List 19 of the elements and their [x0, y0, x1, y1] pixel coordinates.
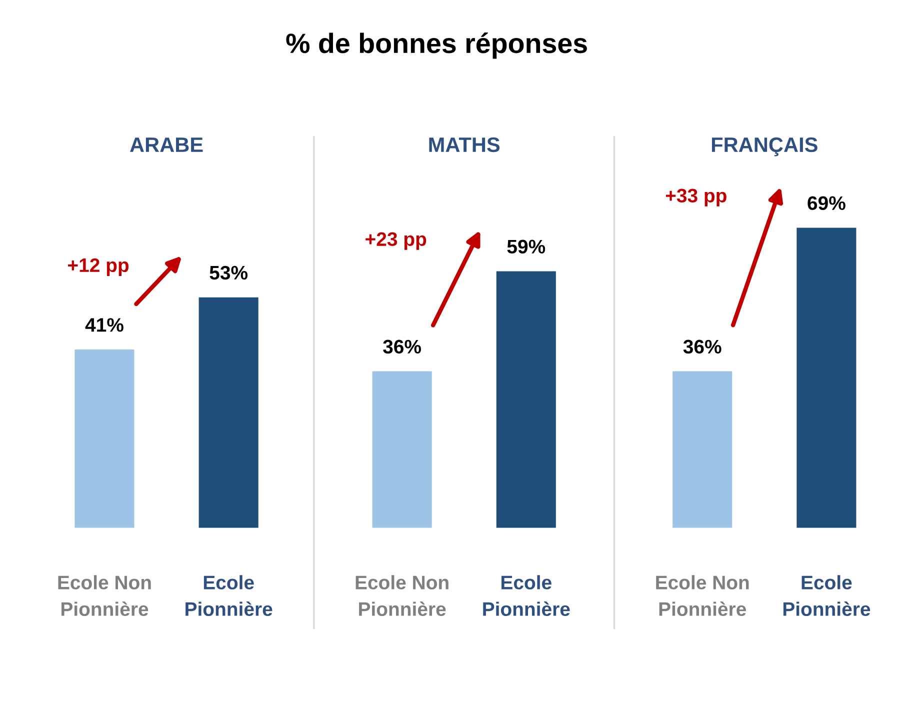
text: +23 pp — [366, 232, 426, 250]
text: +33 pp — [666, 188, 726, 206]
data-label: 36% — [683, 340, 722, 354]
x-tick-label: Ecole Non Pionnière — [656, 575, 749, 616]
x-tick-label: Ecole Pionnière — [186, 575, 272, 616]
text: % de bonnes réponses — [286, 32, 587, 59]
chart-title: MATHS — [429, 137, 500, 152]
data-label: 69% — [808, 196, 846, 210]
x-tick-label: Ecole Pionnière — [483, 575, 570, 616]
x-tick-label: Ecole Non Pionnière — [58, 575, 151, 616]
data-label: 59% — [507, 240, 546, 254]
x-tick-label: Ecole Pionnière — [783, 575, 870, 616]
data-label: 41% — [85, 318, 124, 332]
x-tick-label: Ecole Non Pionnière — [356, 575, 448, 616]
chart-title: FRANÇAIS — [712, 137, 818, 156]
data-label: 36% — [383, 340, 421, 354]
text: +12 pp — [68, 258, 129, 276]
data-label: 53% — [210, 266, 248, 280]
chart-title: ARABE — [130, 138, 203, 152]
